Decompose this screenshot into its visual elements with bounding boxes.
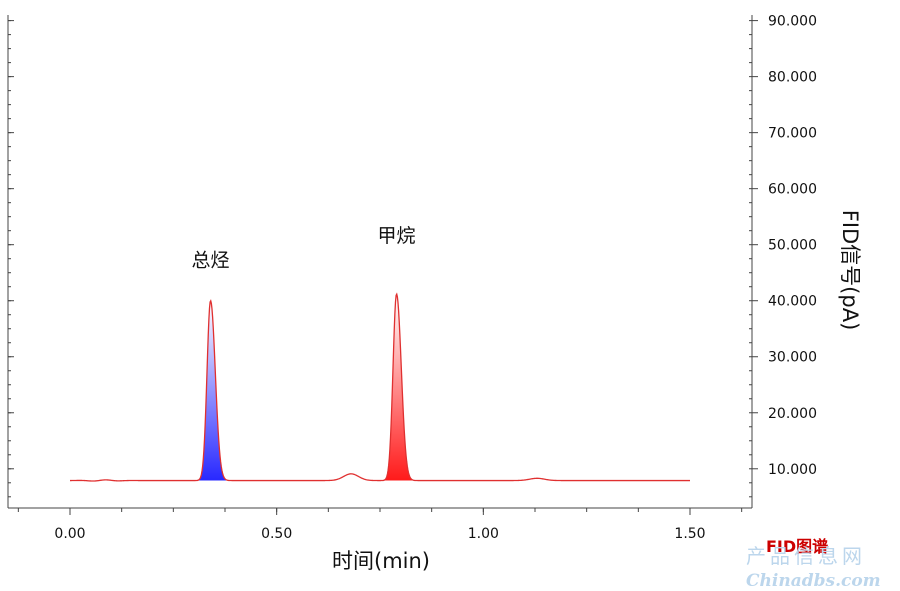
peak-area	[198, 300, 230, 481]
y-tick-label: 10.000	[768, 462, 817, 478]
y-tick-label: 20.000	[768, 406, 817, 422]
plot-frame	[7, 15, 753, 509]
x-tick-label: 0.50	[261, 526, 292, 542]
signal-trace	[69, 292, 690, 482]
y-tick-label: 50.000	[768, 238, 817, 254]
y-axis-title: FID信号(pA)	[838, 210, 862, 331]
x-tick-label: 1.50	[674, 526, 705, 542]
figure-caption: FID图谱	[766, 537, 828, 556]
x-tick-label: 1.00	[468, 526, 499, 542]
peak-label-methane: 甲烷	[377, 225, 415, 247]
y-tick-label: 30.000	[768, 350, 817, 366]
y-tick-label: 40.000	[768, 294, 817, 310]
minor-ticks	[8, 20, 752, 498]
y-tick-label: 80.000	[768, 70, 817, 86]
x-axis-title: 时间(min)	[332, 549, 430, 573]
peak-fills	[198, 293, 416, 481]
x-tick-label: 0.00	[54, 526, 85, 542]
peak-label-total-hydrocarbon: 总烃	[191, 250, 229, 272]
y-axis-ticks: 10.000 20.000 30.000 40.000 50.000 60.000 70.0…	[8, 14, 817, 478]
peak-area	[384, 293, 416, 481]
y-tick-label: 70.000	[768, 126, 817, 142]
watermark-text: 产品信息网	[746, 544, 866, 568]
y-tick-label: 60.000	[768, 182, 817, 198]
watermark-url: Chinadbs.com	[746, 571, 881, 591]
x-axis-ticks: 0.00 0.50 1.00 1.50	[17, 508, 743, 542]
y-tick-label: 90.000	[768, 14, 817, 30]
